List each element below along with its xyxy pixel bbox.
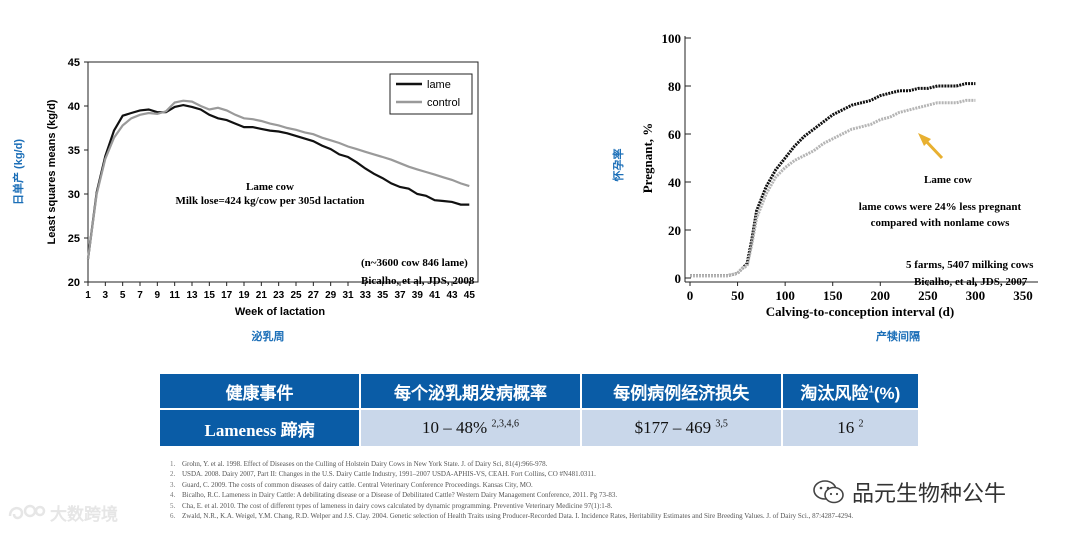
left-plot-frame <box>87 61 479 283</box>
reference-item: 2. USDA. 2008. Dairy 2007, Part II: Chang… <box>170 470 596 479</box>
header-incidence: 每个泌乳期发病概率 <box>361 374 580 408</box>
table-header-row: 健康事件 每个泌乳期发病概率 每例病例经济损失 淘汰风险1(%) <box>160 374 918 408</box>
cell-cull: 16 2 <box>782 410 918 446</box>
left-annotation-source: Bicalho, et al, JDS, 2008 <box>361 275 475 287</box>
left-x-tick-label: 13 <box>186 290 198 301</box>
left-annotation-sample: (n~3600 cow 846 lame) <box>361 257 468 269</box>
health-event-table: 健康事件 每个泌乳期发病概率 每例病例经济损失 淘汰风险1(%) Lamenes… <box>158 372 920 448</box>
watermark-text: 品元生物种公牛 <box>852 481 1007 506</box>
right-x-tick-label: 150 <box>823 288 843 303</box>
left-y-tick-label: 40 <box>68 101 80 113</box>
left-x-tick-label: 21 <box>256 290 268 301</box>
left-annotation-lame-cow: Lame cow <box>246 181 294 193</box>
left-x-tick-label: 15 <box>204 290 216 301</box>
right-y-tick-label: 60 <box>668 127 681 142</box>
right-x-tick-label: 200 <box>871 288 891 303</box>
legend-control-label: control <box>427 97 460 109</box>
right-y-tick-label: 20 <box>668 223 681 238</box>
reference-item: 6. Zwald, N.R., K.A. Weigel, Y.M. Chang, … <box>170 512 854 521</box>
reference-item: 1. Grohn, Y. et al. 1998. Effect of Disea… <box>170 460 548 468</box>
right-annotation-less-pregnant: lame cows were 24% less pregnant <box>859 201 1022 213</box>
left-x-axis-label-cn: 泌乳周 <box>252 329 285 343</box>
references-list: 1. Grohn, Y. et al. 1998. Effect of Disea… <box>170 459 970 521</box>
left-y-tick-label: 25 <box>68 233 80 245</box>
left-x-tick-label: 25 <box>290 290 302 301</box>
left-x-tick-label: 43 <box>446 290 458 301</box>
cell-loss: $177 – 469 3,5 <box>581 410 781 446</box>
left-x-tick-label: 3 <box>103 290 109 301</box>
left-x-tick-label: 35 <box>377 290 389 301</box>
left-x-tick-label: 23 <box>273 290 285 301</box>
left-series-line-control <box>86 99 470 260</box>
left-x-tick-label: 7 <box>137 290 143 301</box>
header-health-event: 健康事件 <box>160 374 360 408</box>
watermark: 品元生物种公牛 <box>812 476 1006 508</box>
left-x-tick-label: 27 <box>308 290 320 301</box>
left-x-tick-label: 37 <box>394 290 406 301</box>
left-x-tick-label: 5 <box>120 290 126 301</box>
left-x-tick-label: 9 <box>155 290 161 301</box>
left-x-tick-label: 29 <box>325 290 337 301</box>
right-y-tick-label: 80 <box>668 79 681 94</box>
right-x-tick-label: 50 <box>731 288 744 303</box>
right-annotation-source: Bicalho, et al, JDS, 2007 <box>914 276 1028 288</box>
left-x-tick-label: 41 <box>429 290 441 301</box>
left-x-tick-label: 45 <box>464 290 476 301</box>
header-cull-risk: 淘汰风险1(%) <box>782 374 918 408</box>
cell-probability: 10 – 48% 2,3,4,6 <box>361 410 580 446</box>
left-x-tick-label: 17 <box>221 290 233 301</box>
header-economic-loss: 每例病例经济损失 <box>581 374 781 408</box>
left-series-line-lame <box>86 103 470 260</box>
right-x-axis-label-cn: 产犊间隔 <box>876 329 920 343</box>
left-y-tick-label: 20 <box>68 277 80 289</box>
right-y-axis-label-cn: 怀孕率 <box>611 149 625 182</box>
reference-item: 4. Bicalho, R.C. Lameness in Dairy Cattle… <box>170 491 618 500</box>
right-annotation-compared: compared with nonlame cows <box>871 217 1011 229</box>
right-x-tick-label: 0 <box>687 288 694 303</box>
right-x-tick-label: 100 <box>775 288 795 303</box>
logo-icon <box>8 504 46 519</box>
right-x-axis-label: Calving-to-conception interval (d) <box>766 304 954 319</box>
left-y-axis-label-cn: 日单产 (kg/d) <box>11 139 25 205</box>
right-x-tick-label: 250 <box>918 288 938 303</box>
brand-logo: 大数跨境 <box>6 500 118 525</box>
wechat-icon <box>813 480 844 504</box>
left-annotation-milk-loss: Milk lose=424 kg/cow per 305d lactation <box>175 195 364 207</box>
left-y-axis-label: Least squares means (kg/d) <box>46 99 58 244</box>
table-row: Lameness 蹄病 10 – 48% 2,3,4,6 $177 – 469 … <box>160 410 918 446</box>
logo-text: 大数跨境 <box>50 505 118 524</box>
left-x-tick-label: 31 <box>342 290 354 301</box>
left-x-tick-label: 1 <box>85 290 91 301</box>
cell-event: Lameness 蹄病 <box>160 410 360 446</box>
right-y-axis-label: Pregnant, % <box>640 123 655 194</box>
right-y-tick-label: 0 <box>675 271 682 286</box>
left-y-tick-label: 45 <box>68 57 80 69</box>
pregnancy-chart: 0 20 40 60 80 100 0 50 100 150 200 250 300 350 Calvi… <box>611 31 1038 343</box>
right-y-tick-label: 100 <box>662 31 682 46</box>
right-annotation-farms: 5 farms, 5407 milking cows <box>906 259 1034 271</box>
reference-item: 3. Guard, C. 2009. The costs of common di… <box>170 480 533 489</box>
right-series-line-lame <box>690 98 976 278</box>
left-legend: lame control <box>389 73 473 115</box>
legend-lame-label: lame <box>427 79 451 91</box>
health-event-table-wrap: 健康事件 每个泌乳期发病概率 每例病例经济损失 淘汰风险1(%) Lamenes… <box>158 372 920 448</box>
right-x-tick-label: 350 <box>1013 288 1033 303</box>
left-x-tick-label: 33 <box>360 290 372 301</box>
left-x-tick-label: 39 <box>412 290 424 301</box>
left-x-tick-label: 19 <box>238 290 250 301</box>
left-y-tick-label: 30 <box>68 189 80 201</box>
right-x-tick-label: 300 <box>966 288 986 303</box>
left-x-tick-label: 11 <box>169 290 180 301</box>
reference-item: 5. Cha, E. et al. 2010. The cost of diffe… <box>170 501 613 510</box>
right-annotation-lame-cow: Lame cow <box>924 174 972 186</box>
arrow-icon <box>918 133 944 160</box>
left-y-tick-label: 35 <box>68 145 80 157</box>
left-x-axis-label: Week of lactation <box>235 306 326 318</box>
right-y-tick-label: 40 <box>668 175 681 190</box>
